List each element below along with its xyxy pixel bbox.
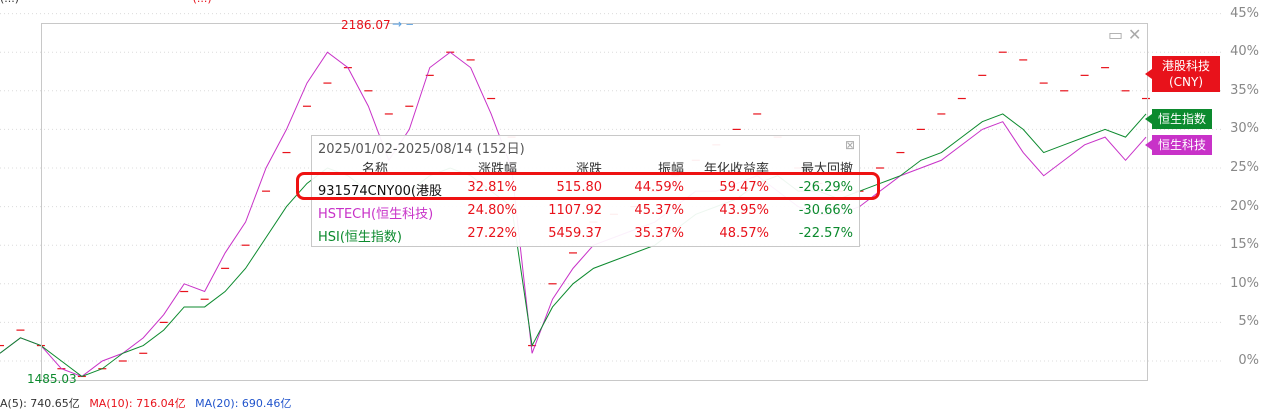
row-amp: 44.59%	[634, 180, 684, 195]
top-text-b: (...)	[193, 0, 212, 5]
y-tick-label: 20%	[1230, 198, 1259, 214]
row-chg: 1107.92	[548, 203, 602, 218]
tag-hstech: 恒生科技	[1144, 135, 1213, 155]
top-text-a: (...)	[0, 0, 19, 5]
close-icon[interactable]: ✕	[1128, 25, 1142, 44]
ma20-value: MA(20): 690.46亿	[195, 397, 292, 410]
y-tick-label: 10%	[1230, 275, 1259, 291]
y-tick-label: 15%	[1230, 237, 1259, 253]
y-tick-label: 5%	[1238, 314, 1259, 330]
stats-title: 2025/01/02-2025/08/14 (152日)	[318, 142, 525, 157]
row-name: 931574CNY00(港股	[318, 184, 442, 199]
y-tick-label: 30%	[1230, 121, 1259, 137]
row-amp: 35.37%	[634, 226, 684, 241]
max-value-label: 2186.07	[341, 18, 391, 32]
row-annual: 48.57%	[719, 226, 769, 241]
row-annual: 59.47%	[719, 180, 769, 195]
tag-hsi: 恒生指数	[1144, 109, 1213, 129]
top-info-bar: (...) (...)	[0, 0, 212, 5]
table-row[interactable]: HSTECH(恒生科技) 24.80% 1107.92 45.37% 43.95…	[312, 203, 859, 223]
chart-frame	[41, 23, 1148, 381]
min-value-label: 1485.03	[27, 372, 77, 386]
row-chg: 515.80	[556, 180, 603, 195]
y-tick-label: 40%	[1230, 44, 1259, 60]
stats-panel: 2025/01/02-2025/08/14 (152日) ⊠ 名称 涨跌幅 涨跌…	[311, 135, 860, 247]
row-name: HSTECH(恒生科技)	[318, 207, 434, 222]
row-chg-pct: 24.80%	[467, 203, 517, 218]
series-line	[0, 51, 1147, 378]
table-row[interactable]: HSI(恒生指数) 27.22% 5459.37 35.37% 48.57% -…	[312, 226, 859, 246]
y-tick-label: 0%	[1238, 353, 1259, 368]
row-chg-pct: 27.22%	[467, 226, 517, 241]
row-amp: 45.37%	[634, 203, 684, 218]
max-arrow-icon: → ‒	[392, 17, 414, 31]
ma10-value: MA(10): 716.04亿	[89, 397, 186, 410]
row-chg: 5459.37	[548, 226, 602, 241]
row-drawdown: -30.66%	[798, 203, 853, 218]
row-chg-pct: 32.81%	[467, 180, 517, 195]
row-drawdown: -22.57%	[798, 226, 853, 241]
y-tick-label: 35%	[1230, 82, 1259, 98]
row-annual: 43.95%	[719, 203, 769, 218]
y-tick-label: 25%	[1230, 160, 1259, 175]
highlight-box	[296, 172, 880, 200]
table-row[interactable]: 931574CNY00(港股 32.81% 515.80 44.59% 59.4…	[312, 180, 859, 200]
close-icon[interactable]: ⊠	[844, 138, 855, 152]
volume-bar: A(5): 740.65亿 MA(10): 716.04亿 MA(20): 69…	[0, 395, 291, 411]
row-drawdown: -26.29%	[798, 180, 853, 195]
restore-icon[interactable]: ▭	[1108, 25, 1124, 44]
vol-value: A(5): 740.65亿	[0, 397, 80, 410]
tag-hk-tech-cny: 港股科技 (CNY)	[1145, 56, 1220, 92]
series-line	[0, 113, 1147, 378]
row-name: HSI(恒生指数)	[318, 230, 403, 245]
y-tick-label: 45%	[1230, 5, 1259, 21]
